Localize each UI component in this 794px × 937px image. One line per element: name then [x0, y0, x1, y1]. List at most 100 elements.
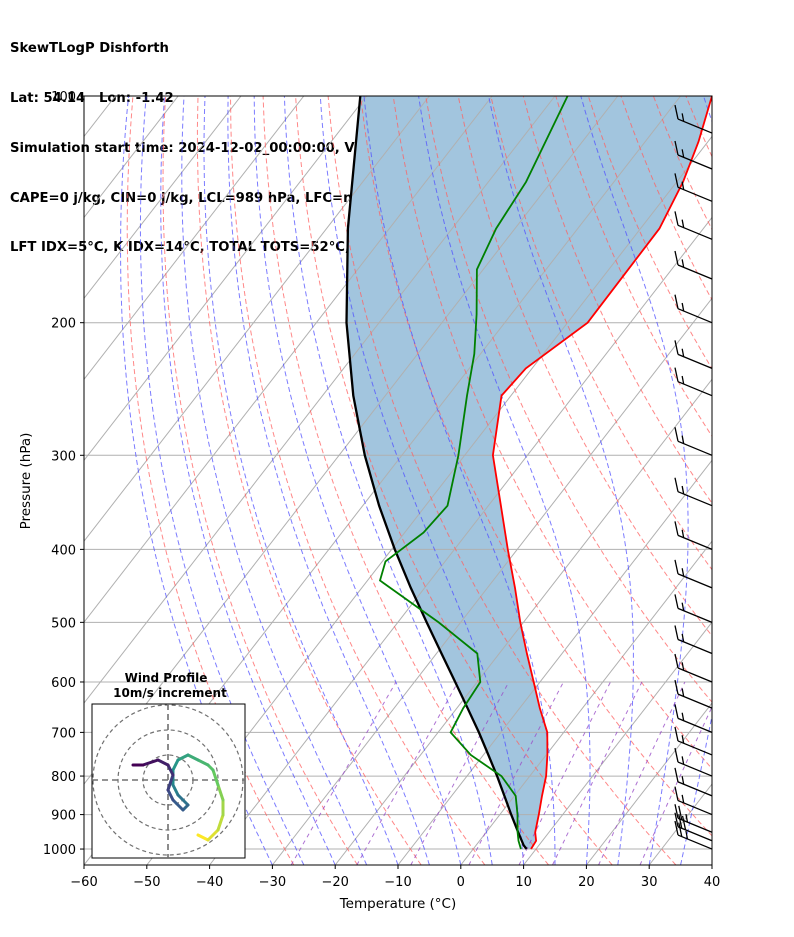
y-tick-label: 200	[51, 317, 76, 332]
temperature-profile	[491, 96, 712, 850]
wind-barb-flag	[674, 559, 679, 575]
wind-barb-half-flag	[681, 568, 685, 577]
wind-barb-half-flag	[681, 348, 685, 357]
wind-barb-flag	[678, 822, 683, 837]
wind-barb-half-flag	[681, 181, 685, 190]
y-tick-label: 300	[51, 449, 76, 464]
wind-barb-half-flag	[681, 756, 685, 765]
dry-adiabat	[425, 96, 712, 703]
isotherm-line	[146, 135, 712, 865]
moist-adiabat	[711, 862, 712, 865]
moist-adiabat	[119, 96, 273, 865]
isotherm-line	[711, 864, 712, 865]
mixing-ratio-line	[410, 681, 510, 865]
wind-barb-flag	[674, 294, 679, 309]
wind-barb	[674, 812, 713, 842]
dewpoint-profile	[378, 96, 569, 850]
wind-barb-shaft	[677, 440, 713, 456]
dry-adiabat	[685, 96, 712, 158]
x-tick-label: 40	[704, 875, 721, 890]
wind-barb-flag	[674, 211, 679, 226]
wind-barb	[674, 140, 713, 170]
wind-barb	[674, 625, 713, 655]
wind-barb	[674, 367, 713, 397]
isotherm-line	[523, 621, 712, 865]
wind-barb-half-flag	[681, 602, 685, 611]
mixing-ratio-line	[598, 681, 686, 865]
mixing-ratio-line	[290, 681, 397, 865]
wind-barb-flag	[674, 140, 679, 156]
x-tick-label: 30	[641, 875, 658, 890]
moist-adiabat	[680, 96, 712, 865]
chart-title: SkewTLogP Dishforth	[10, 41, 169, 57]
wind-barb-half-flag	[681, 435, 685, 444]
dry-adiabat	[327, 96, 677, 865]
isotherm-line	[586, 702, 712, 865]
dry-adiabat	[126, 96, 295, 865]
wind-barb-half-flag	[685, 830, 689, 840]
wind-barb-flag	[674, 250, 679, 266]
wind-barb-half-flag	[681, 712, 685, 721]
wind-barb	[674, 521, 713, 550]
wind-barb-flag	[674, 747, 679, 763]
isotherm-line	[648, 783, 712, 865]
wind-barb-half-flag	[681, 633, 685, 642]
wind-barb-flag	[674, 680, 679, 695]
wind-barb-half-flag	[681, 688, 685, 697]
hodograph-segment	[176, 753, 190, 762]
wind-barb-flag	[674, 726, 679, 742]
dry-adiabat	[230, 96, 486, 865]
hodograph-title: Wind Profile	[125, 671, 208, 685]
wind-barb-flag	[678, 805, 683, 820]
x-tick-label: 0	[457, 875, 465, 890]
x-tick-label: 10	[515, 875, 532, 890]
hodograph-segment	[141, 758, 160, 767]
wind-barb-flag	[674, 653, 679, 669]
wind-barb-flag	[674, 820, 679, 836]
hodograph-segment	[176, 793, 190, 807]
hodograph-segment	[196, 758, 210, 767]
wind-barb	[674, 294, 713, 324]
wind-barb-flag	[674, 704, 679, 719]
shaded-area	[346, 96, 712, 849]
x-tick-label: −10	[384, 875, 411, 890]
isotherm-line	[84, 96, 367, 462]
y-tick-label: 600	[51, 676, 76, 691]
wind-barb	[674, 767, 713, 797]
wind-barb-flag	[674, 786, 679, 801]
wind-barb-shaft	[677, 826, 713, 842]
mixing-ratio-line	[639, 705, 712, 865]
y-tick-label: 500	[51, 616, 76, 631]
y-tick-label: 900	[51, 809, 76, 824]
wind-barb-half-flag	[681, 662, 685, 671]
y-tick-label: 1000	[43, 843, 76, 858]
wind-barb-flag	[678, 814, 683, 829]
hodograph-segment	[171, 798, 185, 812]
isotherm-line	[84, 96, 493, 623]
x-axis-label: Temperature (°C)	[339, 896, 457, 912]
hodograph-segment	[196, 833, 210, 842]
isotherm-line	[84, 96, 242, 300]
y-tick-label: 700	[51, 726, 76, 741]
wind-barb	[674, 211, 713, 240]
moist-adiabat	[227, 96, 430, 865]
wind-barb-half-flag	[685, 814, 689, 823]
wind-barb	[674, 594, 713, 623]
x-tick-label: −30	[259, 875, 286, 890]
wind-barb-shaft	[677, 353, 713, 369]
wind-barb-flag	[674, 477, 679, 492]
y-tick-label: 400	[51, 543, 76, 558]
hodograph-subtitle: 10m/s increment	[113, 686, 227, 700]
wind-barb-half-flag	[681, 219, 685, 228]
moist-adiabat	[139, 96, 305, 865]
mixing-ratio-line	[518, 681, 611, 865]
moist-adiabat	[203, 96, 399, 865]
isotherm-line	[334, 378, 712, 865]
wind-barb	[674, 173, 713, 202]
wind-barb-half-flag	[681, 302, 685, 312]
dry-adiabat	[751, 96, 794, 865]
wind-barb	[674, 559, 713, 589]
hodograph-segment	[156, 758, 170, 767]
hodograph-segment	[171, 758, 180, 772]
